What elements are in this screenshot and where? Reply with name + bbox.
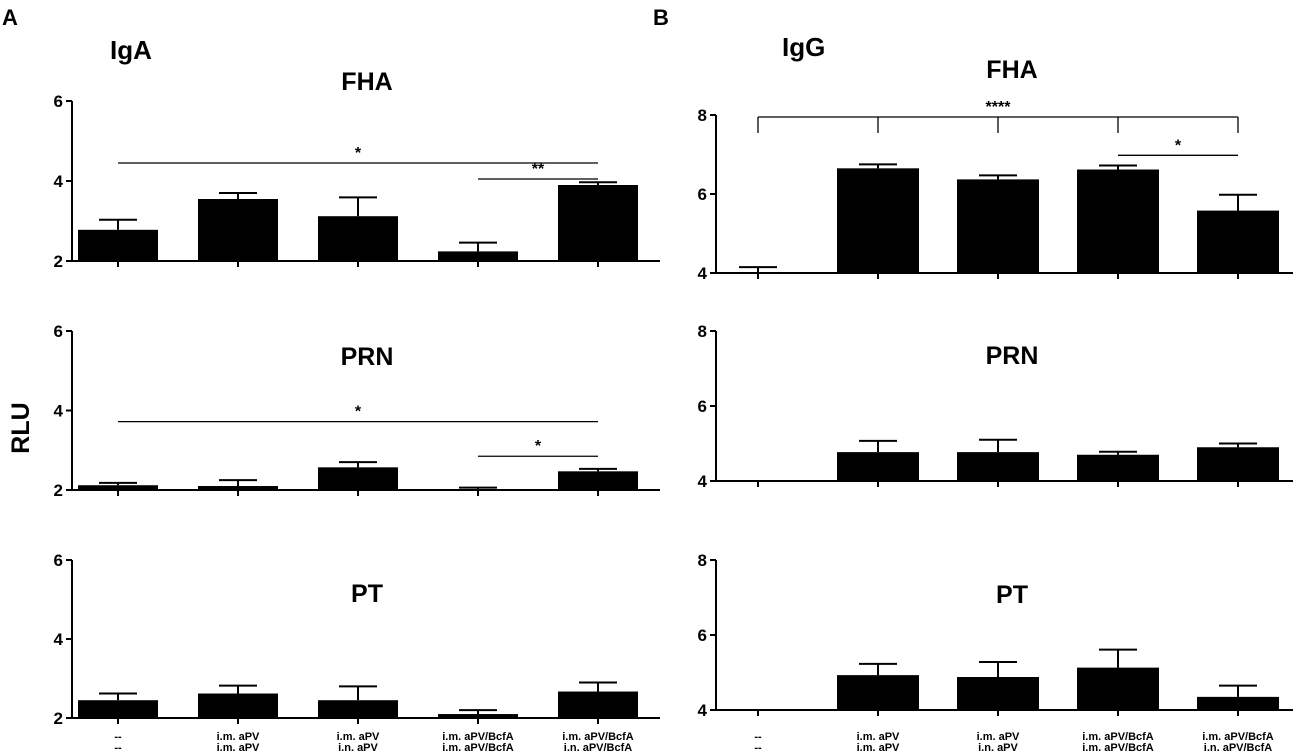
category-label-line2: i.m. aPV [217,742,260,752]
category-label-line1: i.m. aPV [857,731,900,743]
category-label-line1: i.m. aPV/BcfA [1082,731,1154,743]
category-label-line1: i.m. aPV/BcfA [1202,731,1274,743]
panel-letter-b: B [653,5,669,30]
y-tick-label: 4 [54,402,64,421]
category-label-line1: i.m. aPV/BcfA [562,731,634,743]
bar [1197,696,1279,710]
category-label-line1: -- [754,731,762,743]
chart-title: FHA [341,68,392,96]
category-label-line2: -- [754,742,762,752]
chart-b-pt: PT 4 6 8 [698,551,1293,720]
chart-a-pt: PT 2 4 6 [54,551,660,728]
chart-title: PT [996,581,1028,609]
category-label-line2: i.n. aPV/BcfA [564,742,633,752]
category-label-line1: i.m. aPV [337,731,380,743]
bar [78,229,158,261]
y-tick-label: 8 [698,551,707,570]
bar [1077,454,1159,481]
bar [78,700,158,718]
category-label-line2: i.m. aPV/BcfA [1082,742,1154,752]
chart-title: FHA [986,56,1037,84]
isotype-label-b: IgG [782,32,825,62]
isotype-label-a: IgA [110,35,152,65]
bar [198,486,278,490]
category-label-line1: -- [114,731,122,743]
bar [957,452,1039,481]
bar [1077,667,1159,710]
significance-label: **** [986,99,1012,116]
bar [957,179,1039,273]
y-tick-label: 4 [698,701,708,720]
category-label-line1: i.m. aPV [977,731,1020,743]
bar [438,489,518,490]
significance-label: * [355,145,362,162]
panel-letter-a: A [2,5,18,30]
bar [318,216,398,261]
bar [558,185,638,261]
category-label-line2: i.m. aPV/BcfA [442,742,514,752]
bar [318,700,398,718]
bar [318,467,398,490]
bar [837,168,919,273]
bar [957,677,1039,710]
significance-label: ** [532,161,545,178]
y-tick-label: 6 [54,92,63,111]
y-tick-label: 6 [54,551,63,570]
bar [558,691,638,718]
bar [1197,210,1279,273]
bar [837,675,919,710]
bar [837,452,919,481]
y-tick-label: 4 [698,472,708,491]
chart-title: PT [351,580,383,608]
bar [438,251,518,261]
category-label-line2: i.n. aPV [978,742,1018,752]
bar [198,693,278,718]
y-tick-label: 4 [54,630,64,649]
y-tick-label: 6 [698,626,707,645]
y-axis-label: RLU [7,402,35,453]
bar [1077,169,1159,273]
y-tick-label: 2 [54,252,63,271]
chart-a-prn: PRN 2 4 6 * * [54,322,660,500]
y-tick-label: 6 [698,397,707,416]
chart-title: PRN [986,342,1039,370]
category-label-line1: i.m. aPV [217,731,260,743]
bar [198,199,278,261]
category-label-line2: i.n. aPV/BcfA [1204,742,1273,752]
y-tick-label: 6 [698,185,707,204]
y-tick-label: 8 [698,106,707,125]
category-label-line2: -- [114,742,122,752]
chart-title: PRN [341,343,394,371]
significance-label: * [1175,137,1182,154]
chart-b-prn: PRN 4 6 8 [698,322,1293,491]
y-tick-label: 4 [698,264,708,283]
y-tick-label: 4 [54,172,64,191]
category-label-line2: i.n. aPV [338,742,378,752]
bar [438,714,518,718]
category-label-line2: i.m. aPV [857,742,900,752]
bar [78,485,158,490]
y-tick-label: 6 [54,322,63,341]
y-tick-label: 2 [54,709,63,728]
y-tick-label: 8 [698,322,707,341]
category-label-line1: i.m. aPV/BcfA [442,731,514,743]
bar [558,471,638,490]
significance-label: * [355,404,362,421]
significance-label: * [535,438,542,455]
y-tick-label: 2 [54,481,63,500]
bar [1197,447,1279,481]
